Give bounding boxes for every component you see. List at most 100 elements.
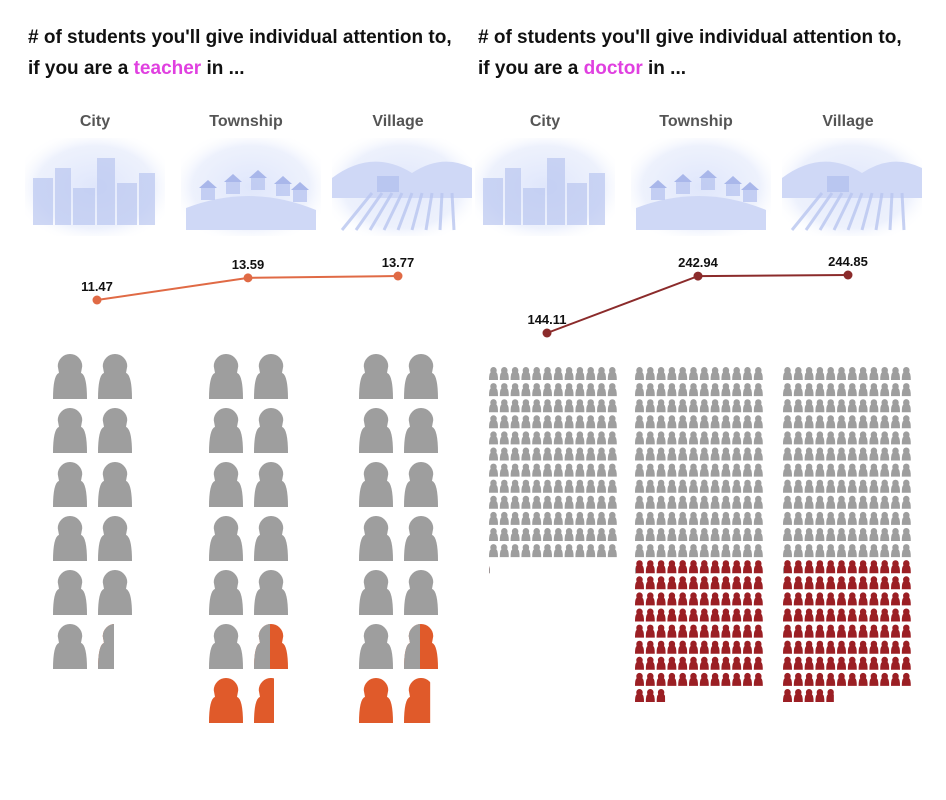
person-icon	[732, 431, 742, 445]
person-icon-extra	[880, 656, 890, 670]
person-icon	[815, 399, 825, 413]
person-icon-extra	[753, 560, 763, 574]
person-icon	[597, 399, 606, 413]
person-icon-extra	[721, 576, 731, 590]
person-icon	[404, 624, 420, 669]
person-icon	[858, 447, 868, 461]
person-icon	[710, 415, 720, 429]
person-icon	[359, 461, 393, 507]
person-icon	[753, 415, 763, 429]
person-icon	[510, 495, 520, 509]
person-icon-extra	[635, 560, 644, 574]
person-icon	[586, 383, 596, 397]
teacher-icons-city	[53, 353, 132, 669]
person-icon-extra	[783, 624, 792, 638]
doctor-point-village	[843, 270, 853, 280]
person-icon	[521, 447, 531, 461]
person-icon-extra	[732, 608, 742, 622]
person-icon-extra	[815, 689, 825, 702]
person-icon	[607, 366, 617, 380]
person-icon-extra	[743, 624, 752, 638]
person-icon	[858, 479, 868, 493]
person-icon-extra	[869, 608, 879, 622]
person-icon	[564, 479, 574, 493]
person-icon-extra	[826, 672, 836, 686]
person-icon	[837, 447, 846, 461]
person-icon-extra	[645, 624, 655, 638]
person-icon-extra	[656, 624, 666, 638]
person-icon	[837, 463, 846, 477]
person-icon	[510, 399, 520, 413]
doctor-chart-title: # of students you'll give individual att…	[478, 22, 928, 84]
person-icon	[597, 431, 606, 445]
person-icon	[597, 447, 606, 461]
person-icon	[858, 383, 868, 397]
person-icon-extra	[753, 624, 763, 638]
person-icon	[721, 366, 731, 380]
person-icon-extra	[710, 624, 720, 638]
person-icon	[564, 544, 574, 558]
person-icon-extra	[847, 624, 857, 638]
person-icon-extra	[869, 576, 879, 590]
scene-village-illustration	[332, 138, 472, 236]
person-icon-extra	[783, 688, 792, 702]
person-icon-extra	[891, 640, 900, 654]
person-icon-extra	[254, 678, 275, 723]
category-label-township: Township	[209, 113, 283, 130]
person-icon-extra	[209, 678, 243, 723]
person-icon	[721, 431, 731, 445]
person-icon	[553, 366, 563, 380]
person-icon	[847, 415, 857, 429]
person-icon	[732, 415, 742, 429]
person-icon-extra	[689, 656, 698, 670]
title-line-2: if you are a teacher in ...	[28, 53, 478, 84]
person-icon	[254, 407, 288, 453]
person-icon-extra	[837, 624, 846, 638]
person-icon	[689, 479, 698, 493]
person-icon-extra	[743, 592, 752, 606]
person-icon	[553, 463, 563, 477]
person-icon	[489, 366, 498, 380]
person-icon-extra	[721, 592, 731, 606]
person-icon-extra	[880, 560, 890, 574]
person-icon	[656, 366, 666, 380]
person-icon	[209, 624, 243, 669]
person-icon-extra	[837, 672, 846, 686]
person-icon-extra	[793, 672, 803, 686]
person-icon	[837, 431, 846, 445]
person-icon	[753, 366, 763, 380]
person-icon-extra	[635, 672, 644, 686]
person-icon	[667, 366, 677, 380]
person-icon	[53, 353, 87, 399]
person-icon	[543, 544, 552, 558]
person-icon	[721, 544, 731, 558]
category-label-township: Township	[659, 113, 733, 130]
person-icon	[891, 479, 900, 493]
person-icon	[743, 544, 752, 558]
person-icon	[667, 399, 677, 413]
person-icon	[783, 495, 792, 509]
teacher-point-village	[393, 271, 403, 281]
person-icon-extra	[667, 656, 677, 670]
person-icon	[489, 447, 498, 461]
person-icon	[635, 399, 644, 413]
person-icon	[499, 528, 509, 541]
person-icon	[532, 447, 542, 461]
person-icon-extra	[804, 576, 814, 590]
person-icon-extra	[656, 656, 666, 670]
person-icon	[656, 528, 666, 541]
scene-city-illustration	[475, 138, 615, 236]
person-icon	[891, 495, 900, 509]
person-icon	[635, 383, 644, 397]
person-icon	[783, 527, 792, 541]
person-icon	[586, 415, 596, 429]
person-icon	[564, 431, 574, 445]
person-icon-extra	[656, 560, 666, 574]
category-label-city: City	[529, 113, 561, 130]
person-icon	[793, 399, 803, 413]
person-icon-extra	[404, 678, 431, 723]
person-icon	[635, 566, 636, 574]
person-icon	[815, 528, 825, 541]
person-icon	[532, 399, 542, 413]
